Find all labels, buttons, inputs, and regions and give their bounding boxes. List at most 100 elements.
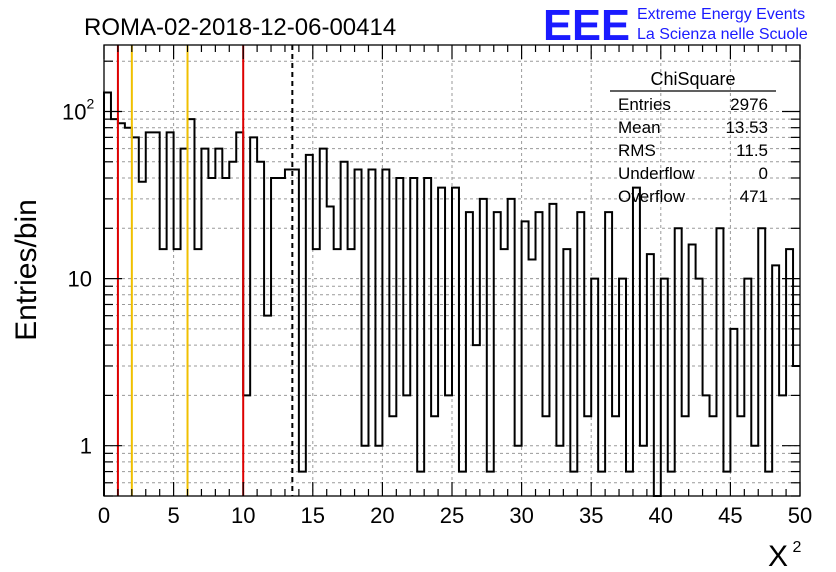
histogram-bin	[577, 212, 584, 496]
histogram-bin	[487, 472, 494, 496]
histogram-bin	[612, 416, 619, 496]
histogram-bin	[772, 265, 779, 496]
histogram-bin	[222, 178, 229, 496]
histogram-bin	[501, 249, 508, 496]
histogram-bin	[689, 244, 696, 496]
x-tick-label: 0	[98, 503, 110, 528]
histogram-bin	[118, 123, 125, 496]
histogram-bin	[306, 155, 313, 496]
histogram-bin	[598, 472, 605, 496]
histogram-bin	[549, 204, 556, 496]
histogram-bin	[334, 249, 341, 496]
histogram-bin	[167, 132, 174, 496]
histogram-bin	[410, 178, 417, 496]
histogram-bin	[438, 188, 445, 496]
histogram-bin	[375, 446, 382, 496]
histogram-bin	[348, 249, 355, 496]
histogram-bin	[215, 149, 222, 496]
stats-row-value: 2976	[730, 95, 768, 114]
histogram-bin	[723, 472, 730, 496]
y-tick-label: 10	[68, 267, 92, 292]
histogram-bin	[480, 199, 487, 496]
x-tick-label: 5	[167, 503, 179, 528]
histogram-bin	[174, 249, 181, 496]
stats-row-value: 471	[740, 187, 768, 206]
histogram-bin	[236, 132, 243, 496]
histogram-bin	[417, 472, 424, 496]
histogram-bin	[508, 199, 515, 496]
axis-ticks	[103, 45, 801, 497]
histogram-bin	[153, 132, 160, 496]
histogram-bin	[696, 279, 703, 496]
y-tick-label-exponent: 2	[86, 95, 94, 111]
histogram-bin	[556, 446, 563, 496]
x-tick-label: 40	[649, 503, 673, 528]
histogram-bin	[710, 416, 717, 496]
histogram-bin	[250, 137, 257, 496]
histogram-bin	[188, 119, 195, 496]
histogram-bin	[424, 178, 431, 496]
histogram-bin	[146, 132, 153, 496]
histogram-bin	[181, 149, 188, 496]
stats-row-value: 11.5	[736, 141, 768, 160]
x-tick-label: 10	[231, 503, 255, 528]
eee-logo-line1: Extreme Energy Events	[637, 6, 805, 23]
eee-logo-mark: EEE	[543, 1, 630, 50]
stats-row-value: 0	[759, 164, 768, 183]
histogram-bin	[640, 446, 647, 496]
histogram-bin	[111, 119, 118, 496]
x-tick-labels: 0 5 10 15 20 25 30 35 40 45 50	[98, 503, 812, 528]
histogram-bin	[139, 182, 146, 496]
histogram-bin	[536, 212, 543, 496]
y-tick-label-base: 10	[62, 99, 86, 124]
chart-title: ROMA-02-2018-12-06-00414	[84, 14, 396, 41]
stats-row-label: Entries	[618, 95, 671, 114]
histogram-bin	[459, 472, 466, 496]
x-tick-label: 35	[579, 503, 603, 528]
x-tick-label: 25	[440, 503, 464, 528]
histogram-bin	[675, 228, 682, 496]
histogram-outline	[103, 91, 800, 497]
x-axis-label: X	[768, 540, 788, 572]
histogram-bin	[758, 228, 765, 496]
histogram-bin	[327, 207, 334, 496]
stats-box: ChiSquare Entries 2976 Mean 13.53 RMS 11.5 Und…	[610, 69, 776, 206]
histogram-bin	[243, 395, 250, 496]
stats-row-label: RMS	[618, 141, 656, 160]
histogram-bin	[605, 212, 612, 496]
histogram-bin	[201, 149, 208, 496]
histogram-bin	[584, 416, 591, 496]
histogram-bin	[737, 416, 744, 496]
histogram-bin	[389, 416, 396, 496]
histogram-bin	[355, 169, 362, 496]
y-axis-label: Entries/bin	[10, 199, 43, 341]
x-axis-label-group: X 2	[768, 539, 801, 572]
histogram-bin	[271, 178, 278, 496]
histogram-bin	[563, 249, 570, 496]
histogram-bin	[160, 249, 167, 496]
histogram-bin	[626, 472, 633, 496]
histogram-bin	[542, 416, 549, 496]
histogram-bin	[362, 446, 369, 496]
histogram-bin	[431, 416, 438, 496]
x-tick-label: 50	[788, 503, 812, 528]
histogram-bin	[299, 472, 306, 496]
histogram-bin	[229, 162, 236, 496]
histogram-bin	[473, 345, 480, 496]
x-tick-label: 45	[718, 503, 742, 528]
histogram-bin	[313, 249, 320, 496]
histogram-bin	[382, 169, 389, 496]
x-tick-label: 20	[370, 503, 394, 528]
stats-row-label: Overflow	[618, 187, 686, 206]
histogram-bin	[368, 169, 375, 496]
x-axis-label-superscript: 2	[792, 539, 801, 556]
stats-title: ChiSquare	[650, 69, 735, 89]
histogram-bin	[633, 188, 640, 496]
marker-lines	[116, 45, 294, 496]
histogram-bin	[730, 329, 737, 496]
histogram-bin	[751, 446, 758, 496]
stats-row-value: 13.53	[725, 118, 768, 137]
histogram-bin	[278, 178, 285, 496]
